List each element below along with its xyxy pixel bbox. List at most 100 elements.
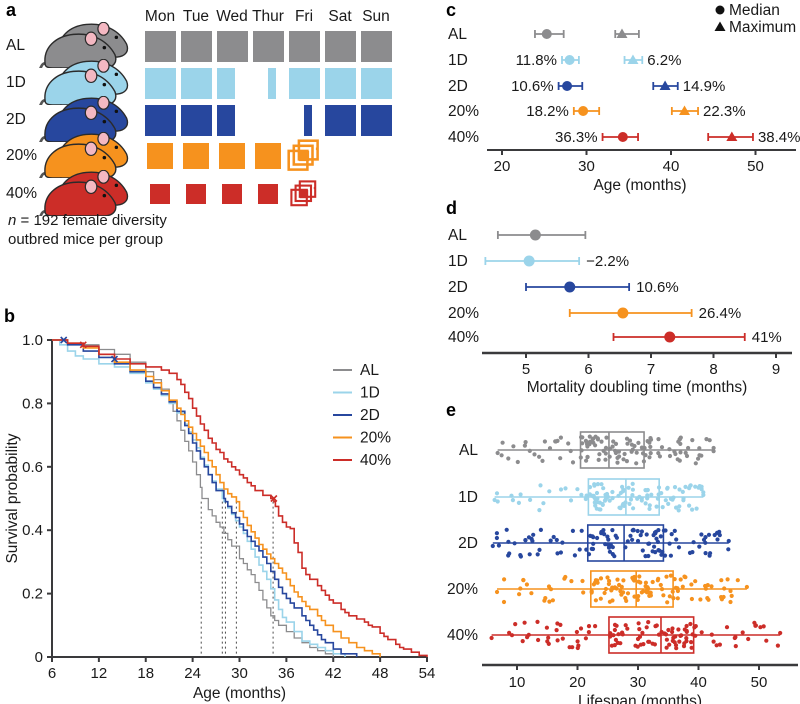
censor-mark: [270, 494, 278, 503]
row-label: 20%: [447, 581, 478, 598]
survival-curve-2d: [52, 339, 358, 657]
mortality-chart-svg: 5 6 7 8 9 Mortality doubling time (months) AL 1…: [448, 227, 792, 396]
estimate-marker: [564, 281, 576, 293]
row-label: 1D: [448, 253, 468, 270]
maximum-pct-label: 38.4%: [758, 129, 800, 146]
svg-text:50: 50: [751, 674, 768, 691]
feeding-day-square: [144, 67, 176, 99]
jitter-points: [490, 527, 731, 559]
svg-text:20: 20: [494, 158, 511, 175]
box: [590, 570, 674, 608]
feeding-day-square: [216, 30, 248, 62]
svg-text:50: 50: [747, 158, 764, 175]
box-row-40%: 40%: [447, 616, 783, 654]
median-dashed-lines: [200, 501, 274, 657]
maximum-marker: [627, 54, 639, 64]
weekly-ration-stack-icon: [287, 139, 319, 171]
svg-text:0.6: 0.6: [22, 459, 43, 476]
panel-b-letter: b: [4, 306, 15, 326]
svg-text:0.8: 0.8: [22, 395, 43, 412]
axes: 20 30 40 50 Age (months): [487, 149, 796, 194]
pct-label: 10.6%: [636, 279, 679, 296]
feeding-day-square: [324, 30, 356, 62]
day-header-mon: Mon: [144, 8, 176, 25]
day-header-fri: Fri: [294, 8, 314, 25]
axes: 10 20 30 40 50 Lifespan (months): [482, 663, 798, 704]
box: [608, 616, 695, 654]
row-label: AL: [448, 227, 467, 244]
median-pct-label: 11.8%: [516, 52, 557, 69]
estimate-marker: [529, 229, 541, 241]
maximum-pct-label: 14.9%: [683, 78, 726, 95]
feeding-day-square: [360, 104, 392, 136]
svg-text:10: 10: [509, 674, 526, 691]
row-20%: 20% 18.2% 22.3%: [448, 103, 746, 120]
panel-d-letter: d: [446, 198, 457, 218]
group-label-al: AL: [6, 37, 25, 54]
day-header-sat: Sat: [328, 8, 352, 25]
svg-text:0.2: 0.2: [22, 586, 43, 603]
svg-text:6: 6: [584, 361, 592, 378]
feeding-day-square: [324, 67, 356, 99]
feeding-day-square: [150, 184, 170, 204]
x-axis-label: Mortality doubling time (months): [527, 379, 748, 396]
box: [586, 524, 665, 562]
row-label: 1D: [458, 489, 478, 506]
mice-illustrations: AL 1D 2D 20% 40%: [0, 0, 142, 230]
svg-text:40%: 40%: [360, 452, 391, 469]
mouse-pair-icon-al: [39, 22, 129, 68]
feeding-day-square: [222, 184, 242, 204]
svg-text:42: 42: [325, 665, 342, 682]
feeding-day-square: [252, 30, 284, 62]
row-2d: 2D 10.6% 14.9%: [448, 78, 725, 95]
row-label: 20%: [448, 103, 479, 120]
feeding-day-square: [288, 67, 320, 99]
svg-text:5: 5: [522, 361, 530, 378]
row-label: 2D: [448, 78, 468, 95]
censor-mark: [79, 341, 87, 349]
survival-curve-al: [52, 339, 334, 657]
svg-text:7: 7: [647, 361, 655, 378]
mouse-pair-icon-20%: [39, 132, 129, 178]
panel-c-letter: c: [446, 0, 457, 20]
feeding-day-square: [268, 67, 276, 99]
x-axis-label: Age (months): [193, 685, 286, 702]
row-label: AL: [448, 26, 467, 43]
panel-e-letter: e: [446, 400, 457, 420]
row-2d: 2D 10.6%: [448, 279, 679, 296]
axes: 6 12 18 24 30 36 42 48 54 0 0.2 0.4 0.6 0.8 1.0 Age (mo…: [4, 332, 435, 702]
median-pct-label: 18.2%: [526, 103, 569, 120]
day-header-sun: Sun: [362, 8, 390, 25]
day-header-tue: Tue: [182, 8, 210, 25]
pct-label: 26.4%: [699, 305, 742, 322]
feeding-day-square: [144, 104, 176, 136]
jitter-points: [492, 481, 706, 513]
svg-text:30: 30: [231, 665, 248, 682]
box-row-2d: 2D: [458, 524, 731, 562]
feeding-day-square: [255, 143, 281, 169]
legend: AL 1D 2D 20% 40%: [333, 362, 391, 469]
row-20%: 20% 26.4%: [448, 305, 741, 322]
box: [587, 478, 660, 516]
group-label-2d: 2D: [6, 111, 26, 128]
median-marker: [564, 55, 575, 65]
panel-a-feeding-schedule: AL 1D 2D 20% 40% Mon Tue Wed Thur Fri Sat Sun n = …: [0, 0, 436, 300]
row-40%: 40% 36.3% 38.4%: [448, 129, 800, 146]
row-label: 40%: [448, 129, 479, 146]
feeding-day-square: [216, 104, 235, 136]
feeding-day-square: [304, 104, 312, 136]
row-label: 20%: [448, 305, 479, 322]
estimate-marker: [664, 331, 676, 343]
row-label: 2D: [448, 279, 468, 296]
survival-curves-svg: 6 12 18 24 30 36 42 48 54 0 0.2 0.4 0.6 0.8 1.0 Age (mo…: [4, 332, 435, 702]
row-label: 40%: [448, 329, 479, 346]
pct-label: 41%: [752, 329, 782, 346]
feeding-schedule-grid: Mon Tue Wed Thur Fri Sat Sun: [142, 8, 406, 230]
svg-text:12: 12: [91, 665, 108, 682]
sample-size-note-line1: n = 192 female diversity: [8, 212, 167, 229]
row-label: AL: [459, 442, 478, 459]
maximum-marker: [679, 105, 691, 115]
svg-text:54: 54: [419, 665, 436, 682]
